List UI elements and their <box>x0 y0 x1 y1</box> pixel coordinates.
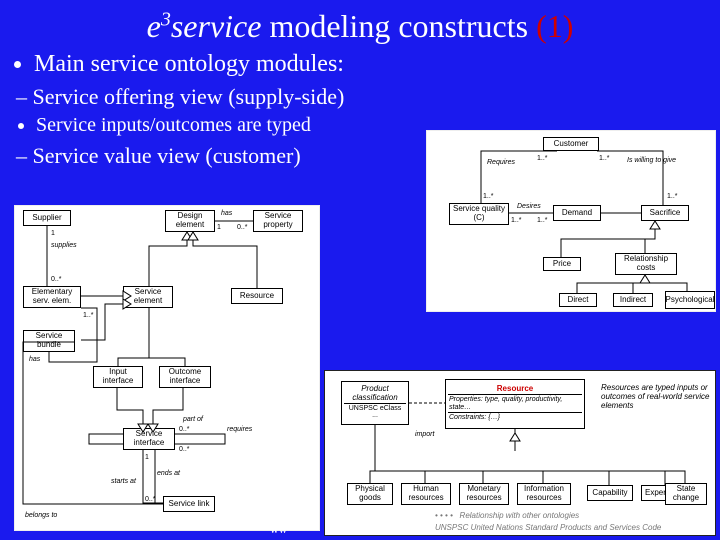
mult: 1..* <box>83 312 94 319</box>
mult: 1 <box>217 224 221 231</box>
mult: 1..* <box>483 193 494 200</box>
import-label: import <box>415 431 434 438</box>
uml-box-elem_serv: Elementary serv. elem. <box>23 286 81 308</box>
uml-box-design_elem: Design element <box>165 210 215 232</box>
uml-panel-bottom-right: Product classificationUNSPSC eClass ... R… <box>324 370 716 536</box>
edge-label: Requires <box>487 159 515 166</box>
mult: 0..* <box>237 224 248 231</box>
uml-box-outcome_if: Outcome interface <box>159 366 211 388</box>
uml-box-serv_prop: Service property <box>253 210 303 232</box>
edge-label: belongs to <box>25 512 57 519</box>
uml-box-psych: Psychological <box>665 291 715 309</box>
mult: 0..* <box>179 446 190 453</box>
uml-box-price: Price <box>543 257 581 271</box>
edge-label: ends at <box>157 470 180 477</box>
mult: 1..* <box>537 217 548 224</box>
mult: 1 <box>145 454 149 461</box>
bullet-main-list: Main service ontology modules: <box>0 51 720 78</box>
footer-url: ww <box>270 522 287 537</box>
box-product-classification: Product classificationUNSPSC eClass ... <box>341 381 409 425</box>
mult: 0..* <box>179 426 190 433</box>
title-red: (1) <box>536 8 573 44</box>
box-cap: Capability <box>587 485 633 501</box>
uml-box-serv_link: Service link <box>163 496 215 512</box>
legend-unspsc: UNSPSC United Nations Standard Products … <box>435 523 661 532</box>
edge-label: requires <box>227 426 252 433</box>
edge-label: Desires <box>517 203 541 210</box>
uml-box-sq: Service quality (C) <box>449 203 509 225</box>
box-state-change: State change <box>665 483 707 505</box>
bullet-sub1a: Service offering view (supply-side) <box>16 84 720 110</box>
mult: 1..* <box>511 217 522 224</box>
mult: 1..* <box>599 155 610 162</box>
title-sup: 3 <box>161 8 171 30</box>
edge-label: has <box>221 210 232 217</box>
edge-label: supplies <box>51 242 77 249</box>
box-info: Information resources <box>517 483 571 505</box>
title-white: modeling constructs <box>261 8 536 44</box>
box-resource: ResourceProperties: type, quality, produ… <box>445 379 585 429</box>
uml-box-supplier: Supplier <box>23 210 71 226</box>
uml-panel-top-right: Customer Service quality (C) Demand Sacrifi… <box>426 130 716 312</box>
box-money: Monetary resources <box>459 483 509 505</box>
bullet-main: Main service ontology modules: <box>34 51 720 78</box>
uml-box-customer: Customer <box>543 137 599 151</box>
resource-typed-note: Resources are typed inputs or outcomes o… <box>601 383 711 410</box>
uml-box-serv_elem: Service element <box>123 286 173 308</box>
mult: 1 <box>51 230 55 237</box>
uml-box-sacrifice: Sacrifice <box>641 205 689 221</box>
uml-box-rel: Relationship costs <box>615 253 677 275</box>
mult: 1..* <box>667 193 678 200</box>
title-service: service <box>171 8 262 44</box>
uml-panel-left: Supplier Design element Service property El… <box>14 205 320 531</box>
bullet-sub1-list: Service offering view (supply-side) <box>0 84 720 110</box>
box-hr: Human resources <box>401 483 451 505</box>
uml-box-serv_bundle: Service bundle <box>23 330 75 352</box>
box-phys: Physical goods <box>347 483 393 505</box>
mult: 0..* <box>145 496 156 503</box>
legend-relationship: • • • • Relationship with other ontologi… <box>435 511 579 520</box>
edge-label: part of <box>183 416 203 423</box>
mult: 1..* <box>537 155 548 162</box>
slide-title: e3service modeling constructs (1) <box>0 0 720 47</box>
edge-label: has <box>29 356 40 363</box>
uml-box-input_if: Input interface <box>93 366 143 388</box>
uml-box-direct: Direct <box>559 293 597 307</box>
title-e: e <box>147 8 161 44</box>
edge-label: Is willing to give <box>627 157 676 164</box>
uml-box-resource: Resource <box>231 288 283 304</box>
uml-box-demand: Demand <box>553 205 601 221</box>
uml-box-indirect: Indirect <box>613 293 653 307</box>
edge-label: starts at <box>111 478 136 485</box>
uml-box-serv_if: Service interface <box>123 428 175 450</box>
mult: 0..* <box>51 276 62 283</box>
